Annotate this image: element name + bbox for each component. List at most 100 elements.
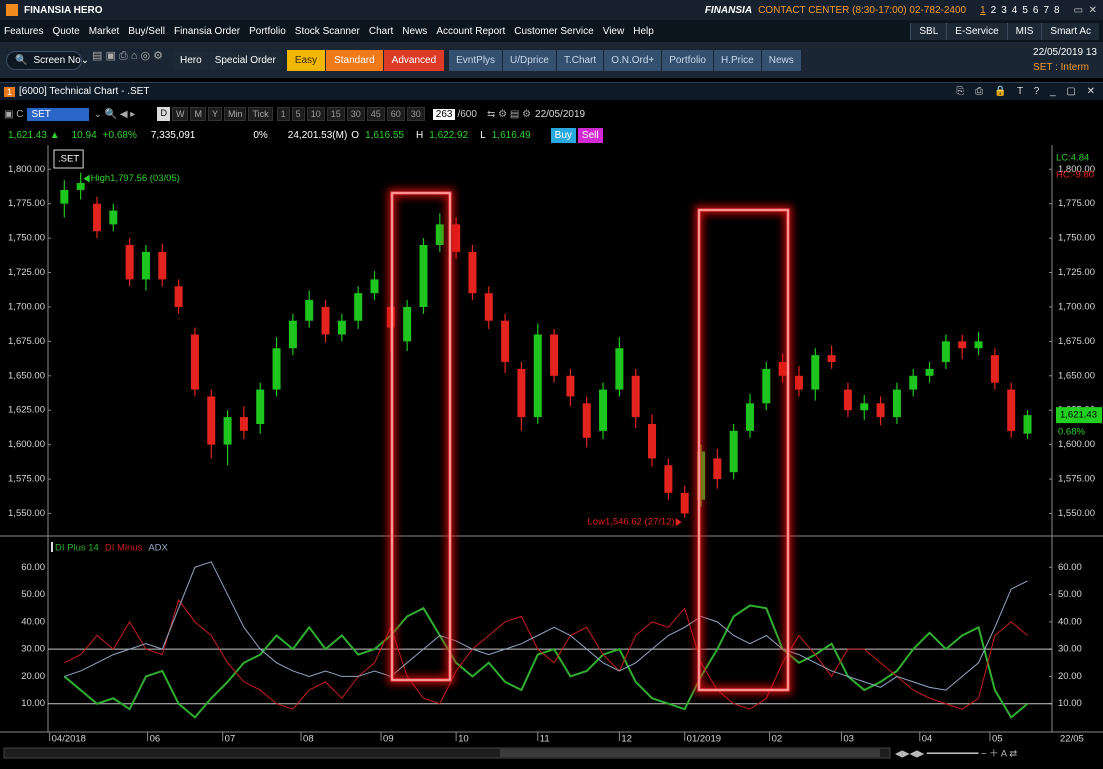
- candle-body: [892, 389, 901, 418]
- y-tick-label: 30.00: [21, 644, 45, 655]
- screen-tab[interactable]: 6: [1032, 4, 1039, 16]
- candle-body: [1007, 389, 1016, 431]
- menu-item[interactable]: Stock Scanner: [294, 25, 360, 37]
- screen-tab[interactable]: 2: [990, 4, 997, 16]
- candle-body: [811, 355, 820, 390]
- menu-right-item[interactable]: Smart Ac: [1041, 22, 1099, 40]
- toolbar-button[interactable]: U/Dprice: [503, 49, 556, 71]
- special-order-select[interactable]: Special Order: [208, 51, 283, 69]
- high: 1,622.92: [429, 129, 469, 141]
- max-bars: /600: [457, 108, 477, 120]
- chart-toolbar: ▣ C SET ⌄ 🔍 ◀ ▸ D W M Y Min Tick 1 5 10 15 30 45 60…: [0, 104, 1103, 124]
- candle-body: [517, 368, 526, 418]
- candle-body: [533, 334, 542, 418]
- title-bar: FINANSIA HERO FINANSIA CONTACT CENTER (8…: [0, 0, 1103, 20]
- period-button[interactable]: Tick: [248, 107, 273, 121]
- interval-button[interactable]: 60: [386, 107, 405, 121]
- candle-body: [239, 417, 248, 431]
- sell-button[interactable]: Sell: [577, 127, 603, 143]
- y-tick-label: 1,800.00: [1058, 164, 1095, 175]
- menu-item[interactable]: Market: [88, 25, 120, 37]
- candle-body: [435, 224, 444, 245]
- x-tick-label: 03: [843, 734, 854, 745]
- candle-body: [272, 348, 281, 390]
- y-tick-label: 50.00: [1058, 589, 1082, 600]
- period-button[interactable]: Min: [223, 107, 247, 121]
- mode-button[interactable]: Standard: [326, 49, 383, 71]
- high-label: H: [416, 129, 424, 141]
- interval-button[interactable]: 1: [276, 107, 290, 121]
- toolbar-button[interactable]: O.N.Ord+: [604, 49, 662, 71]
- y-tick-label: 20.00: [21, 671, 45, 682]
- period-button[interactable]: Y: [207, 107, 222, 121]
- period-button[interactable]: W: [171, 107, 189, 121]
- candle-body: [582, 403, 591, 438]
- period-button[interactable]: D: [157, 107, 170, 121]
- interval-button[interactable]: 30: [346, 107, 365, 121]
- x-tick-label: 12: [621, 734, 632, 745]
- interval-button[interactable]: 45: [366, 107, 385, 121]
- candle-body: [109, 210, 118, 225]
- candle-body: [337, 320, 346, 335]
- interval-button[interactable]: 5: [291, 107, 305, 121]
- candle-body: [941, 341, 950, 363]
- buy-button[interactable]: Buy: [550, 127, 576, 143]
- screen-tab[interactable]: 1: [980, 4, 986, 16]
- menu-item[interactable]: Portfolio: [249, 25, 286, 37]
- screen-no-box[interactable]: 🔍 Screen No ⌄: [6, 50, 89, 70]
- screen-tab[interactable]: 5: [1022, 4, 1028, 16]
- menu-item[interactable]: Finansia Order: [173, 25, 241, 37]
- menu-item[interactable]: News: [402, 25, 428, 37]
- candle-body: [909, 375, 918, 390]
- bars-input[interactable]: 263: [432, 108, 456, 120]
- screen-tab[interactable]: 8: [1054, 4, 1060, 16]
- candle-body: [680, 492, 689, 514]
- y-tick-label: 10.00: [1058, 698, 1082, 709]
- menu-item[interactable]: Buy/Sell: [128, 25, 165, 37]
- menu-item[interactable]: Customer Service: [514, 25, 594, 37]
- mode-button[interactable]: Easy: [286, 49, 326, 71]
- menu-item[interactable]: Account Report: [436, 25, 506, 37]
- y-tick-label: 20.00: [1058, 671, 1082, 682]
- toolbar-button[interactable]: News: [761, 49, 801, 71]
- toolbar-button[interactable]: T.Chart: [556, 49, 604, 71]
- modes: Easy Standard Advanced: [286, 49, 445, 71]
- menu-right-item[interactable]: MIS: [1006, 22, 1042, 40]
- menu-item[interactable]: View: [602, 25, 625, 37]
- menu-item[interactable]: Features: [4, 25, 44, 37]
- interval-button[interactable]: 15: [326, 107, 345, 121]
- pct: 0%: [253, 129, 268, 141]
- menu-item[interactable]: Chart: [368, 25, 394, 37]
- volume: 7,335,091: [150, 129, 196, 141]
- screen-tab[interactable]: 4: [1011, 4, 1018, 16]
- hero-select[interactable]: Hero: [174, 51, 209, 69]
- y-tick-label: 60.00: [1058, 562, 1082, 573]
- x-tick-label: 04/2018: [52, 734, 86, 745]
- menu-item[interactable]: Help: [633, 25, 654, 37]
- candle-body: [550, 334, 559, 376]
- symbol-box: [53, 149, 84, 169]
- y-tick-label: 1,600.00: [8, 439, 45, 450]
- menu-right-item[interactable]: E-Service: [946, 22, 1007, 40]
- symbol-input[interactable]: SET: [27, 107, 90, 121]
- menu-right-item[interactable]: SBL: [910, 22, 947, 40]
- y-tick-label: 1,775.00: [1058, 198, 1095, 209]
- scrollbar-thumb: [500, 749, 880, 757]
- x-tick-label: 01/2019: [687, 734, 721, 745]
- screen-tab[interactable]: 3: [1001, 4, 1007, 16]
- period-button[interactable]: M: [190, 107, 206, 121]
- toolbar-icons: ▣ C: [4, 108, 24, 120]
- screen-tab[interactable]: 7: [1043, 4, 1050, 16]
- interval-button[interactable]: 10: [306, 107, 325, 121]
- intervals: 1 5 10 15 30 45 60 30: [276, 107, 425, 121]
- y-tick-label: 1,750.00: [1058, 233, 1095, 244]
- candle-body: [778, 362, 787, 376]
- change: 10.94: [71, 129, 97, 141]
- toolbar-button[interactable]: Portfolio: [662, 49, 713, 71]
- toolbar-button[interactable]: EvntPlys: [449, 49, 503, 71]
- mode-button[interactable]: Advanced: [383, 49, 445, 71]
- interval-button[interactable]: 30: [406, 107, 425, 121]
- menu-item[interactable]: Quote: [52, 25, 80, 37]
- toolbar-button[interactable]: H.Price: [713, 49, 761, 71]
